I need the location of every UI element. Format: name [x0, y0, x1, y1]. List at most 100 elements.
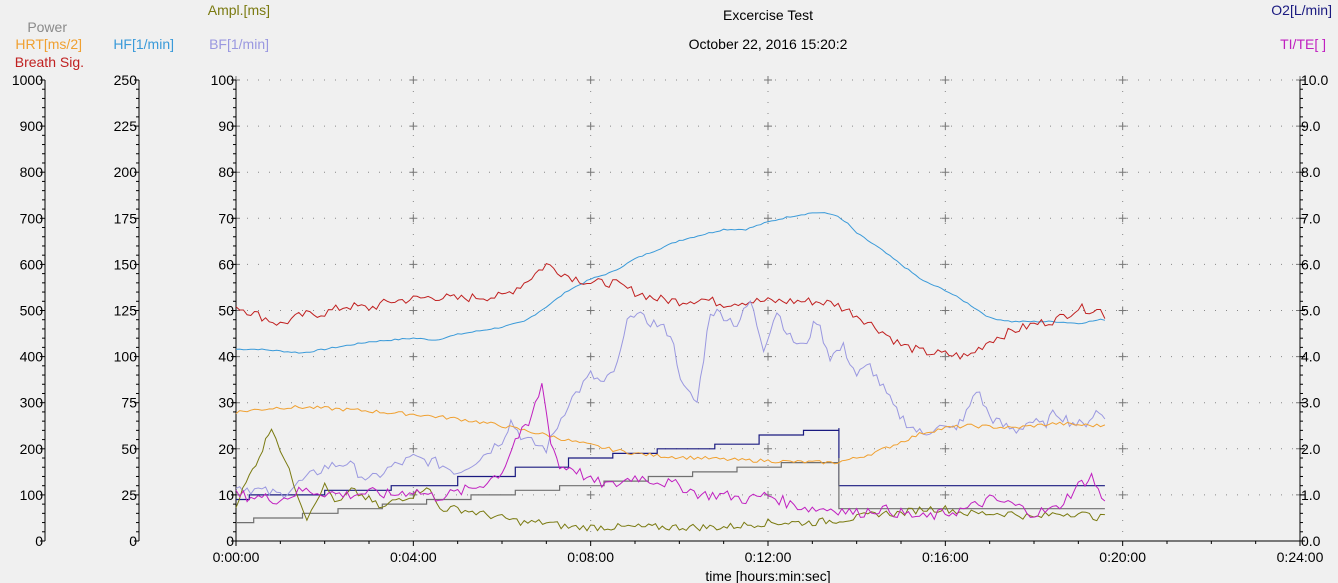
y-tick-label-o2: 0.0	[1301, 533, 1321, 549]
y-tick-label-power: 800	[20, 164, 44, 180]
grid-cross	[764, 122, 772, 131]
x-tick-label: 0:24:00	[1277, 549, 1324, 565]
grid-cross	[586, 306, 595, 315]
grid-cross	[409, 168, 418, 177]
y-tick-label-ampl: 80	[218, 164, 234, 180]
grid-cross	[1118, 352, 1127, 361]
axis-title-ampl: Ampl.[ms]	[208, 2, 270, 18]
grid-cross	[586, 352, 595, 361]
y-tick-label-hf: 0	[129, 533, 137, 549]
y-tick-label-ampl: 40	[218, 349, 234, 365]
grid-cross	[586, 214, 595, 223]
y-tick-label-ampl: 50	[218, 303, 234, 319]
grid-cross	[409, 122, 418, 131]
y-tick-label-power: 600	[20, 256, 44, 272]
y-tick-label-ampl: 10	[218, 487, 234, 503]
series-line-o2	[236, 428, 1105, 501]
grid-cross	[941, 398, 950, 407]
y-tick-label-ampl: 90	[218, 118, 234, 134]
axis-title-o2: O2[L/min]	[1271, 2, 1332, 18]
series-line-bf	[235, 299, 1106, 499]
grid-cross	[586, 168, 595, 177]
y-tick-label-o2: 2.0	[1301, 441, 1321, 457]
grid-cross	[586, 490, 595, 499]
axis-title-bf: BF[1/min]	[209, 36, 269, 52]
y-tick-label-hf: 25	[121, 487, 137, 503]
series-line-hrt	[235, 405, 1106, 465]
y-tick-label-ampl: 30	[218, 395, 234, 411]
grid-cross	[409, 260, 418, 269]
y-tick-label-power: 300	[20, 395, 44, 411]
y-tick-label-power: 1000	[12, 72, 43, 88]
x-tick-label: 0:20:00	[1099, 549, 1146, 565]
y-tick-label-power: 500	[20, 303, 44, 319]
grid-cross	[941, 76, 950, 84]
grid-cross	[764, 490, 772, 499]
grid-cross	[1118, 398, 1127, 407]
axis-title-hf: HF[1/min]	[113, 36, 174, 52]
grid-cross	[941, 214, 950, 223]
grid-cross	[409, 398, 418, 407]
axis-title-titE: TI/TE[ ]	[1280, 36, 1326, 52]
series-line-titE	[235, 383, 1106, 521]
x-tick-label: 0:12:00	[745, 549, 792, 565]
y-tick-label-power: 0	[35, 533, 43, 549]
y-tick-label-hf: 75	[121, 395, 137, 411]
grid-cross	[1118, 168, 1127, 177]
x-tick-label: 0:00:00	[213, 549, 260, 565]
grid-cross	[764, 76, 772, 84]
grid-cross	[1118, 260, 1127, 269]
y-tick-label-o2: 8.0	[1301, 164, 1321, 180]
y-tick-label-ampl: 60	[218, 256, 234, 272]
y-tick-label-o2: 7.0	[1301, 210, 1321, 226]
series-line-breath	[235, 262, 1106, 360]
chart-title: Excercise Test	[723, 7, 813, 23]
x-axis-label: time [hours:min:sec]	[705, 568, 830, 583]
grid-cross	[409, 306, 418, 315]
y-tick-label-hf: 50	[121, 441, 137, 457]
grid-cross	[764, 398, 772, 407]
grid-cross	[1118, 490, 1127, 499]
y-tick-label-ampl: 20	[218, 441, 234, 457]
y-tick-label-o2: 4.0	[1301, 349, 1321, 365]
y-tick-label-o2: 1.0	[1301, 487, 1321, 503]
grid-cross	[764, 444, 772, 453]
grid-cross	[1118, 122, 1127, 131]
grid-cross	[764, 214, 772, 223]
y-tick-label-o2: 10.0	[1301, 72, 1328, 88]
y-tick-label-o2: 9.0	[1301, 118, 1321, 134]
grid-cross	[586, 122, 595, 131]
x-tick-label: 0:08:00	[567, 549, 614, 565]
y-tick-label-o2: 5.0	[1301, 303, 1321, 319]
grid-cross	[941, 444, 950, 453]
grid-cross	[941, 168, 950, 177]
grid-cross	[1118, 444, 1127, 453]
grid-cross	[764, 168, 772, 177]
x-tick-label: 0:04:00	[390, 549, 437, 565]
series-line-power	[236, 458, 1105, 524]
grid-cross	[1118, 76, 1127, 84]
grid-cross	[764, 306, 772, 315]
y-tick-label-power: 900	[20, 118, 44, 134]
y-tick-label-o2: 3.0	[1301, 395, 1321, 411]
axis-title-power: Power	[27, 19, 67, 35]
y-tick-label-hf: 150	[114, 256, 138, 272]
grid-cross	[941, 122, 950, 131]
grid-cross	[586, 76, 595, 84]
grid-cross	[764, 260, 772, 269]
grid-cross	[941, 306, 950, 315]
grid-cross	[586, 444, 595, 453]
y-tick-label-hf: 250	[114, 72, 138, 88]
y-tick-label-ampl: 70	[218, 210, 234, 226]
grid-cross	[409, 76, 418, 84]
y-tick-label-hf: 175	[114, 210, 138, 226]
grid-cross	[586, 260, 595, 269]
grid-cross	[409, 214, 418, 223]
grid-cross	[764, 352, 772, 361]
grid-cross	[941, 260, 950, 269]
grid-cross	[941, 490, 950, 499]
grid-cross	[409, 444, 418, 453]
y-tick-label-power: 200	[20, 441, 44, 457]
grid-cross	[1118, 214, 1127, 223]
